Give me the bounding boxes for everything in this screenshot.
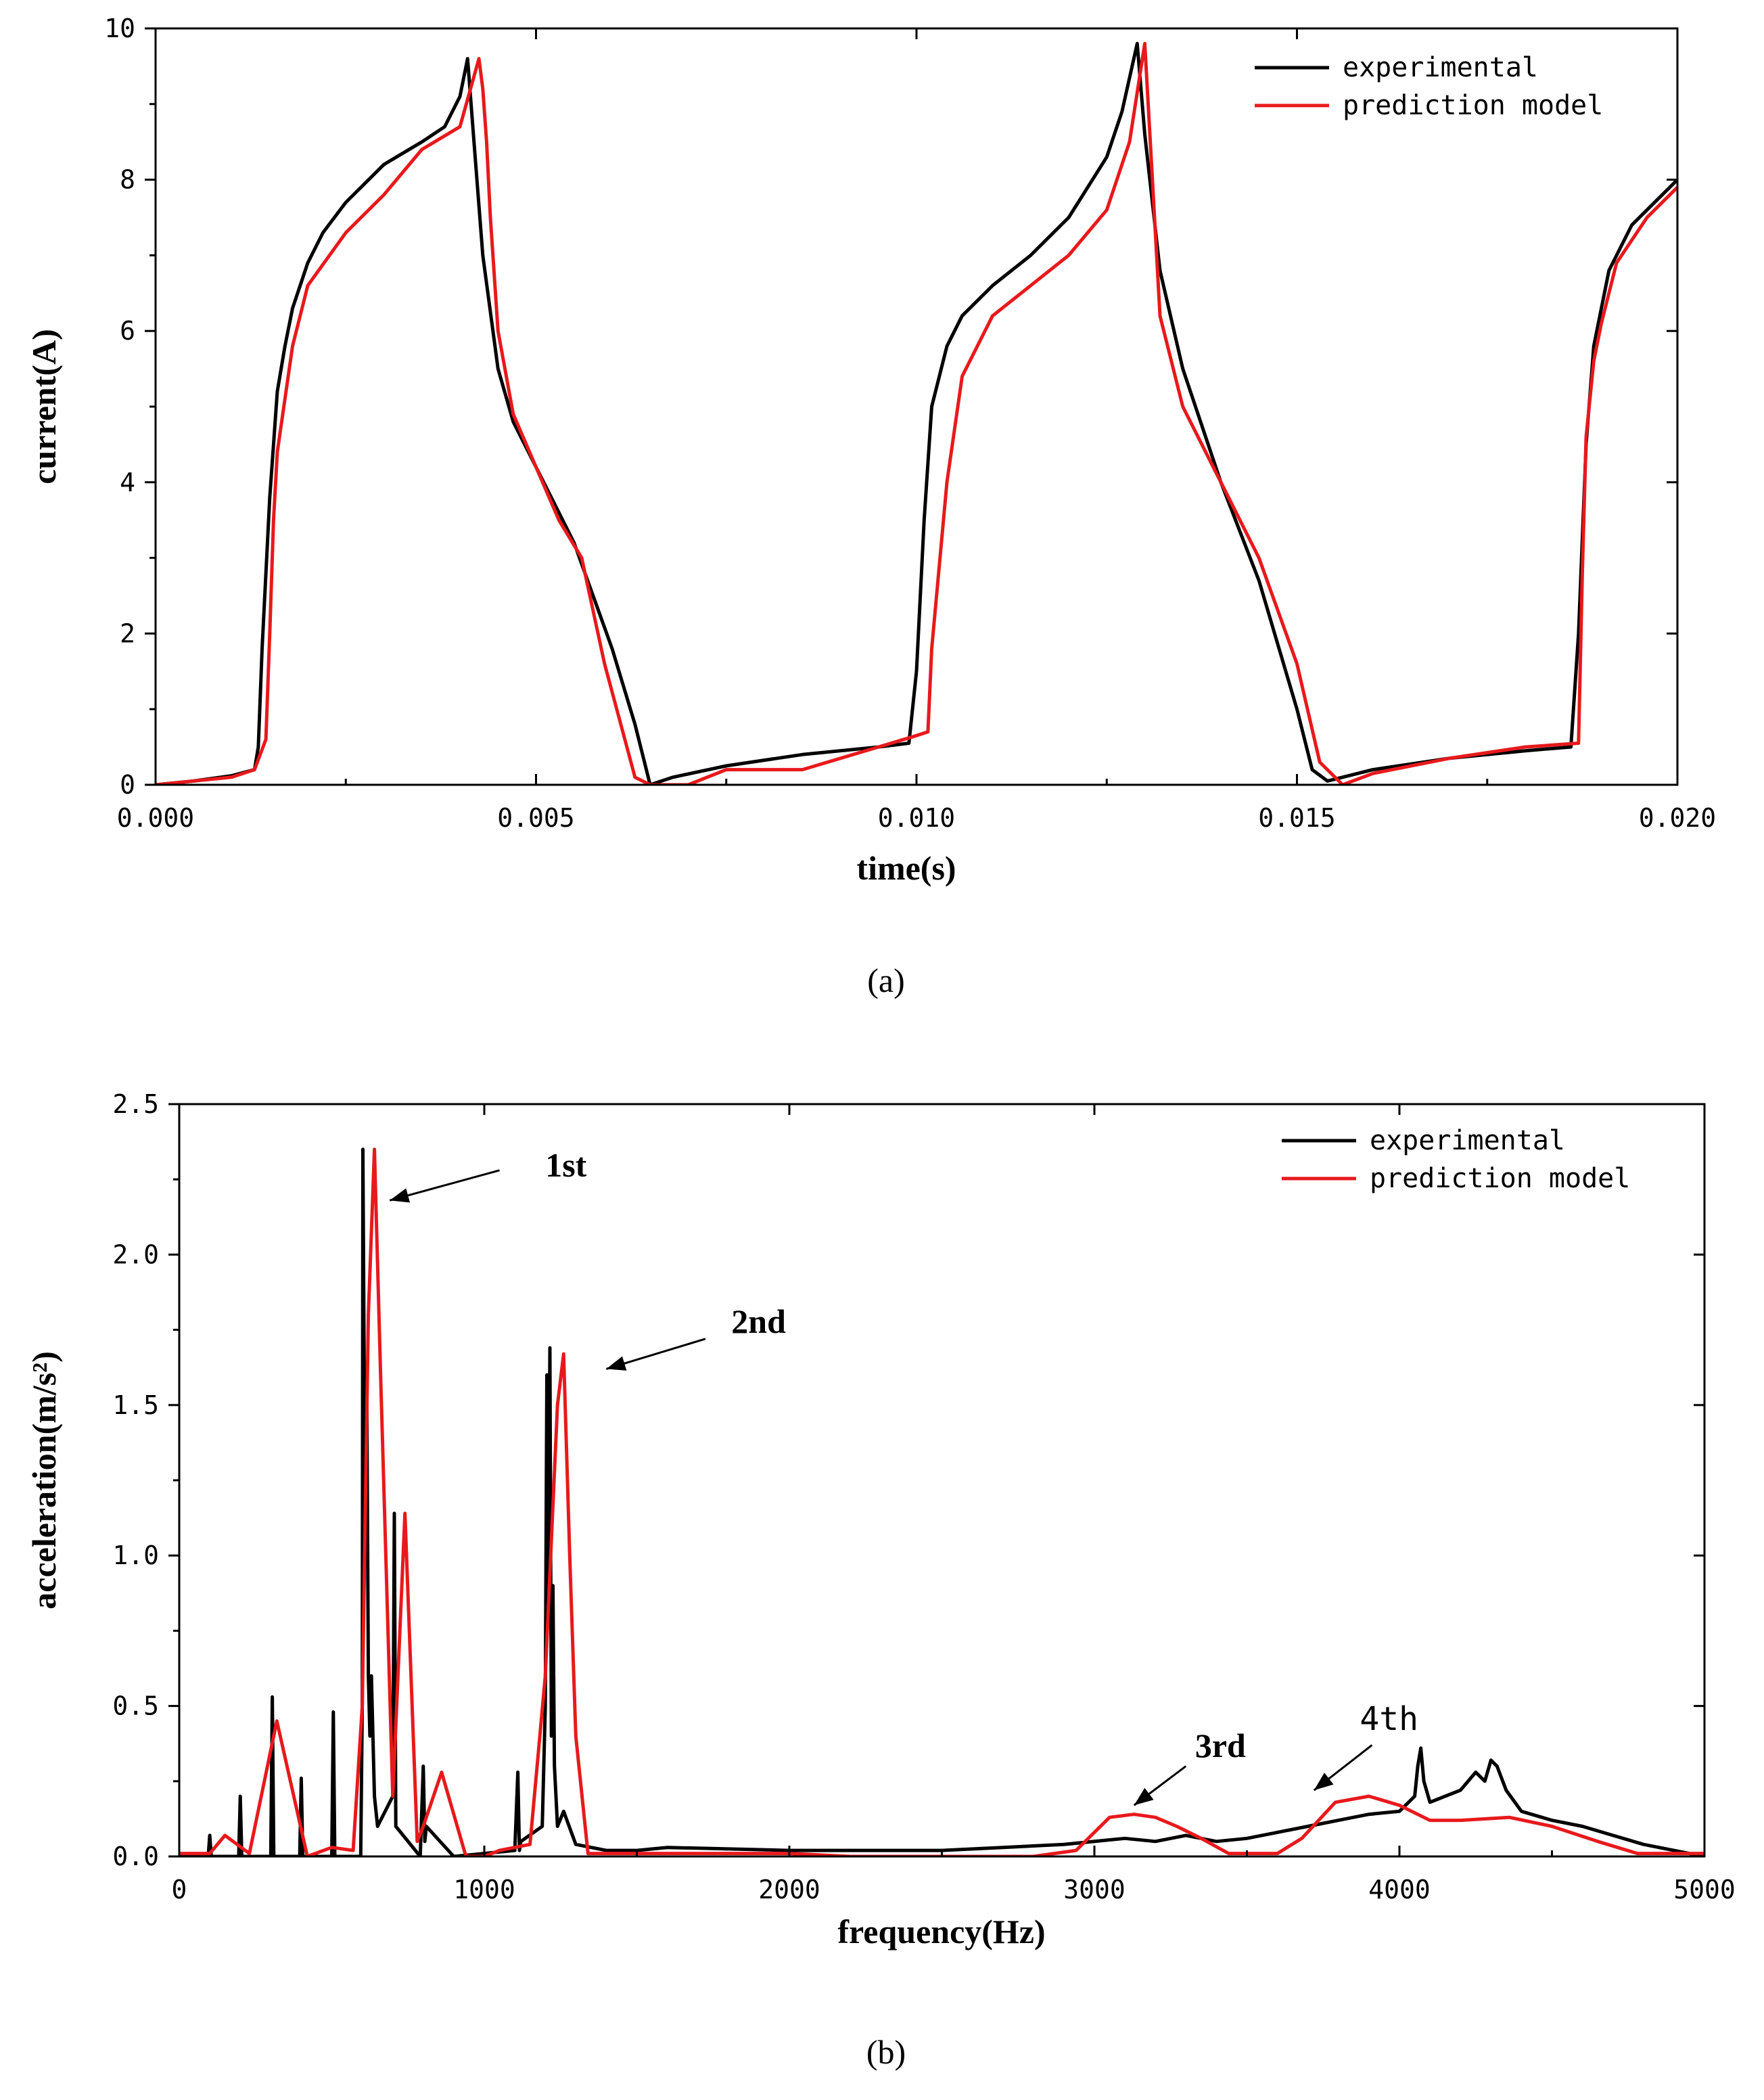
series-line-experimental — [179, 1147, 1704, 1856]
x-tick-label: 2000 — [758, 1875, 820, 1904]
x-tick-label: 0.020 — [1639, 803, 1716, 833]
series-line-prediction-model — [156, 41, 1677, 785]
x-tick-label: 0.010 — [878, 803, 955, 833]
annotation-arrow-head — [390, 1188, 411, 1203]
annotation-arrow-head — [1134, 1787, 1154, 1806]
x-tick-label: 5000 — [1673, 1875, 1736, 1904]
annotation-arrow-head — [606, 1356, 627, 1371]
x-tick-label: 0.000 — [117, 803, 194, 833]
x-tick-label: 3000 — [1063, 1875, 1125, 1904]
y-axis-label: current(A) — [25, 329, 63, 484]
x-axis-label: frequency(Hz) — [837, 1913, 1045, 1950]
y-tick-label: 2.0 — [112, 1239, 159, 1269]
y-axis-label: acceleration(m/s²) — [25, 1351, 63, 1610]
legend-label: prediction model — [1370, 1163, 1630, 1194]
annotation-arrow-line — [389, 1169, 500, 1202]
x-tick-label: 0.005 — [497, 803, 574, 833]
annotation-label: 1st — [545, 1146, 586, 1184]
y-tick-label: 8 — [120, 165, 135, 195]
y-tick-label: 1.0 — [112, 1540, 159, 1570]
y-tick-label: 0.0 — [112, 1842, 159, 1871]
y-tick-label: 0.5 — [112, 1691, 159, 1721]
x-axis-label: time(s) — [856, 849, 956, 887]
panel-caption: (a) — [867, 961, 905, 999]
x-tick-label: 1000 — [453, 1875, 515, 1904]
y-tick-label: 0 — [120, 770, 135, 800]
x-tick-label: 0 — [172, 1875, 187, 1904]
y-tick-label: 4 — [120, 467, 135, 497]
x-tick-label: 4000 — [1368, 1875, 1431, 1904]
annotation-label: 3rd — [1195, 1727, 1246, 1764]
panel-caption: (b) — [866, 2033, 906, 2071]
series-line-prediction-model — [179, 1147, 1704, 1856]
y-tick-label: 2.5 — [112, 1089, 159, 1119]
legend-label: experimental — [1370, 1125, 1565, 1156]
panel-a-current-chart: 0.000 0.005 0.010 0.015 0.020 0 2 4 6 8 10 time(s) c… — [25, 14, 1716, 999]
annotation-label: 4th — [1360, 1700, 1418, 1738]
annotation-label: 2nd — [731, 1302, 786, 1340]
annotation-arrow-head — [1314, 1773, 1334, 1791]
legend-label: experimental — [1343, 52, 1538, 83]
y-tick-label: 10 — [104, 14, 135, 43]
panel-b-acceleration-spectrum-chart: 0 1000 2000 3000 4000 5000 0.0 0.5 1.0 1.5 2.0 2.5 f… — [25, 1089, 1736, 2071]
legend-label: prediction model — [1343, 90, 1603, 121]
y-tick-label: 1.5 — [112, 1390, 159, 1420]
y-tick-label: 6 — [120, 316, 135, 346]
y-tick-label: 2 — [120, 618, 135, 648]
x-tick-label: 0.015 — [1258, 803, 1335, 833]
